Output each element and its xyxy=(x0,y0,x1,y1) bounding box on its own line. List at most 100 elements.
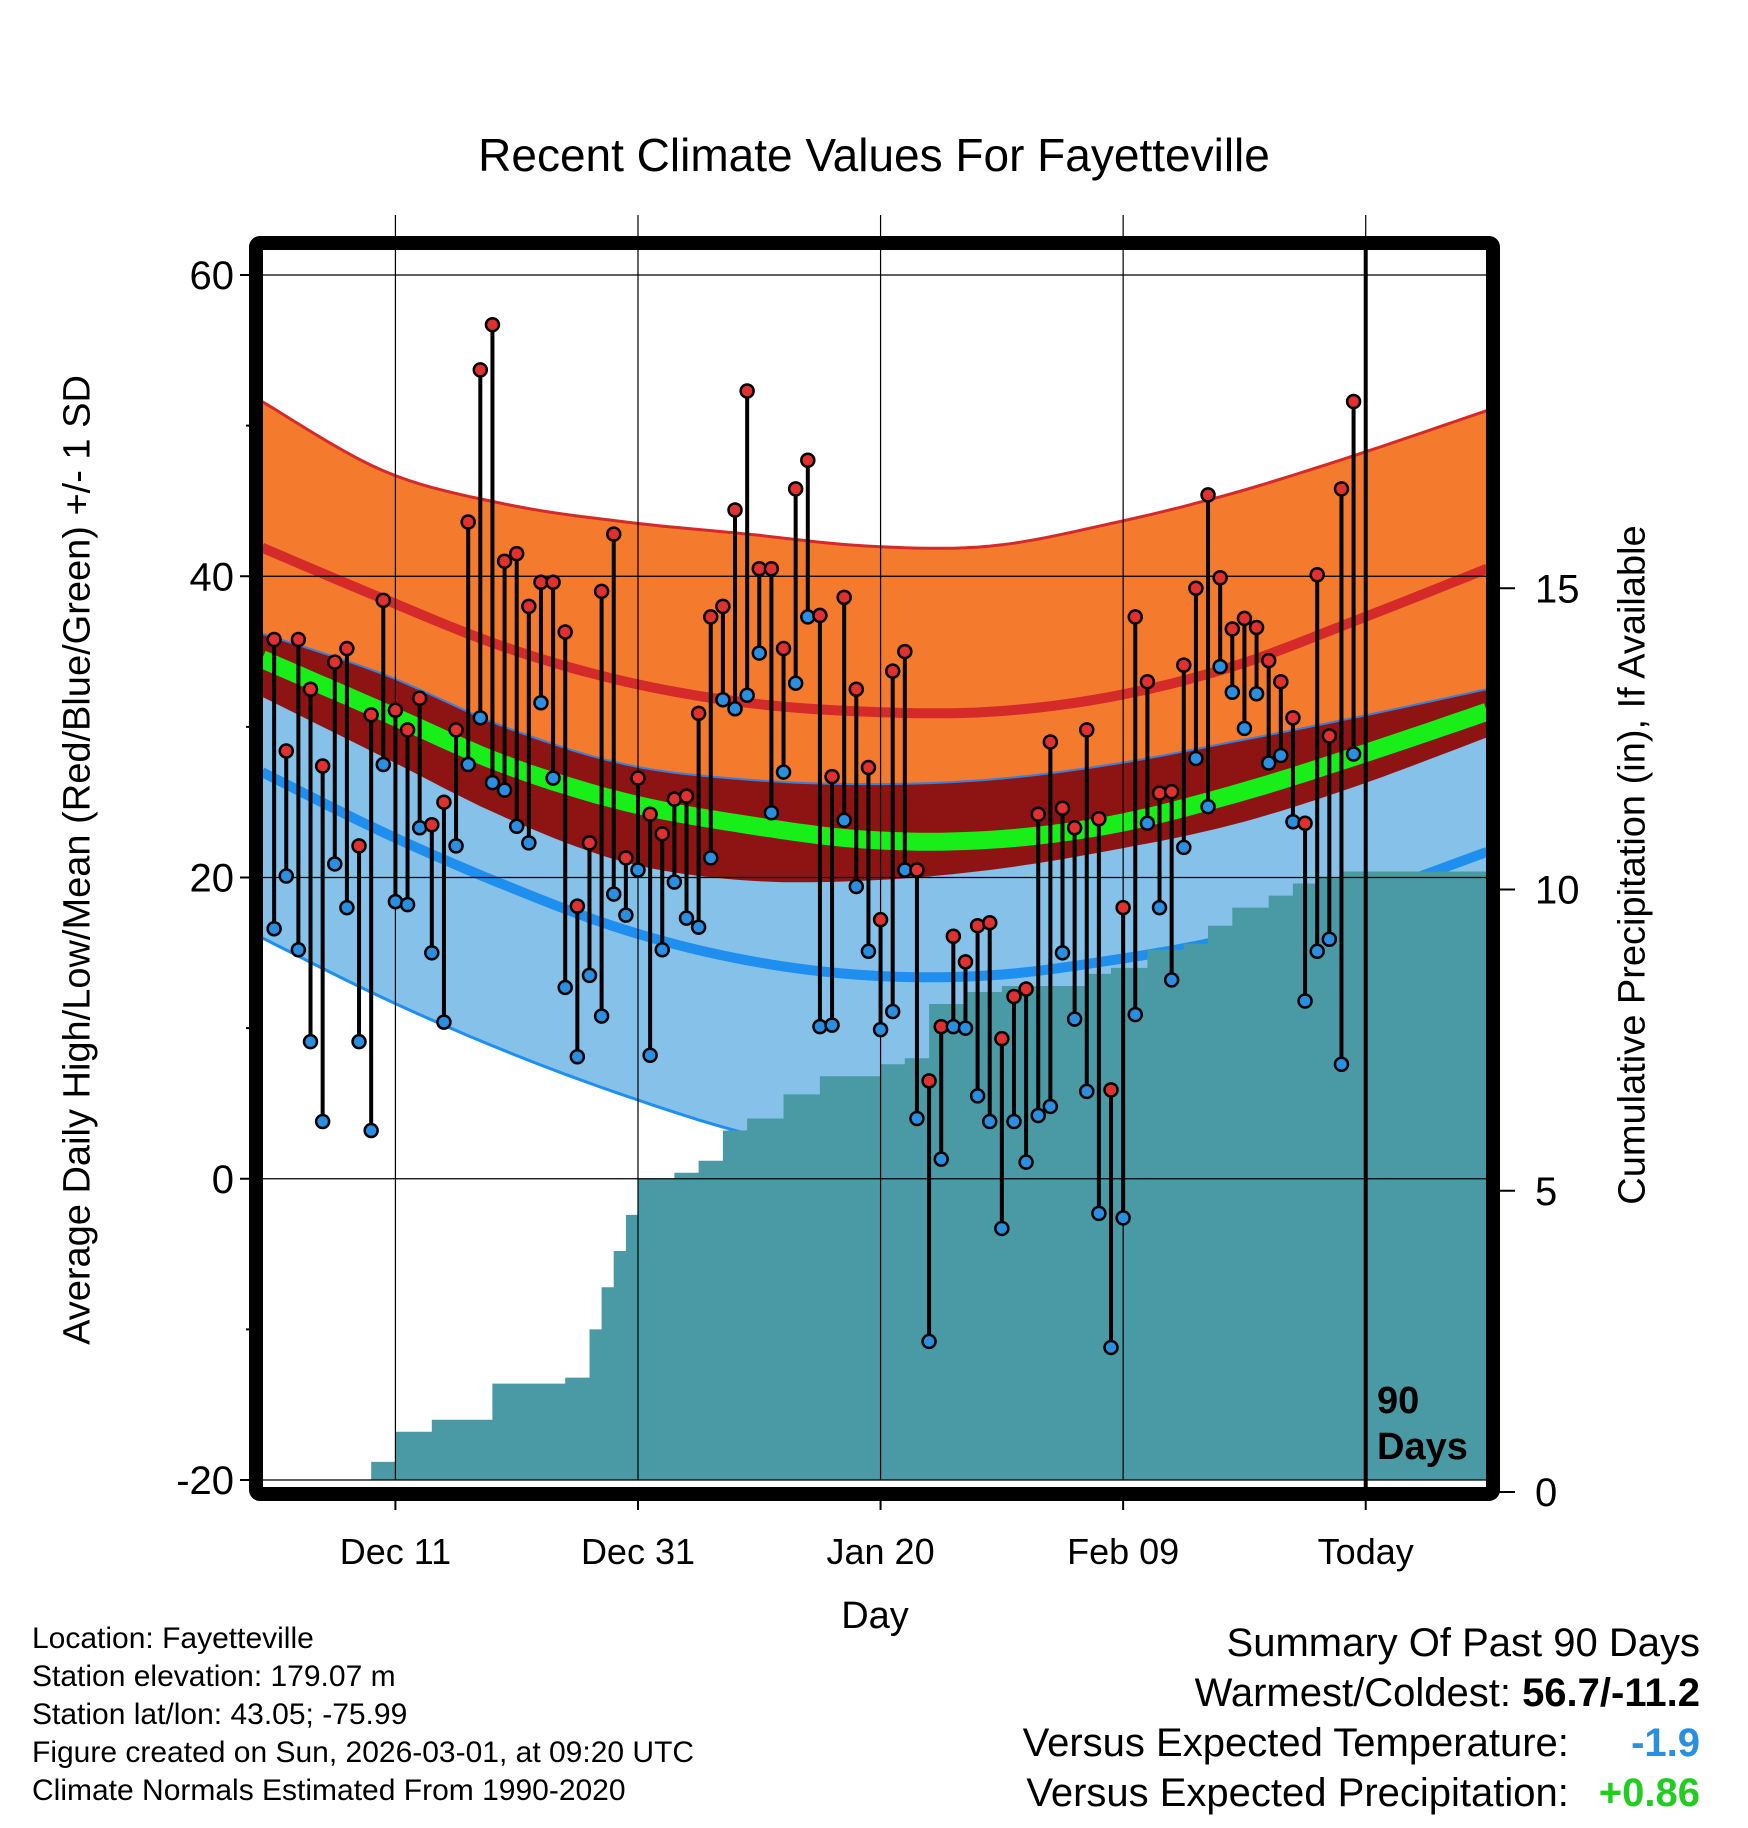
daily-low-point xyxy=(1103,1339,1119,1356)
daily-low-point xyxy=(1200,798,1216,815)
daily-high-point xyxy=(1139,673,1156,690)
daily-low-point xyxy=(424,945,440,961)
summary-title: Summary Of Past 90 Days xyxy=(1226,1621,1700,1665)
daily-high-point xyxy=(909,862,925,878)
daily-high-point xyxy=(1236,610,1253,627)
daily-low-point xyxy=(836,812,852,829)
daily-high-point xyxy=(994,1030,1010,1047)
y-left-tick-label: 60 xyxy=(190,254,235,298)
daily-high-point xyxy=(1054,800,1071,816)
daily-high-point xyxy=(1333,481,1350,497)
daily-low-point xyxy=(533,695,549,711)
daily-low-point xyxy=(1079,1083,1095,1100)
precip-departure-row: Versus Expected Precipitation: +0.86 xyxy=(1023,1768,1700,1818)
mean-sd-band xyxy=(262,633,1487,883)
daily-low-point xyxy=(1151,899,1168,916)
daily-low-point xyxy=(1345,746,1362,762)
daily-low-point xyxy=(994,1220,1010,1237)
daily-high-point xyxy=(460,514,476,530)
daily-low-point xyxy=(1115,1210,1131,1226)
chart-title: Recent Climate Values For Fayetteville xyxy=(478,129,1270,181)
daily-low-point xyxy=(848,878,865,895)
daily-low-point xyxy=(1321,931,1338,948)
daily-high-point xyxy=(1260,652,1277,669)
daily-high-point xyxy=(1115,899,1131,916)
daily-high-point xyxy=(314,758,331,774)
daily-low-point xyxy=(581,967,598,984)
daily-low-point xyxy=(763,804,780,821)
daily-high-point xyxy=(1200,487,1216,503)
temp-departure-label: Versus Expected Temperature: xyxy=(1022,1721,1569,1765)
daily-low-point xyxy=(715,692,731,708)
normal-high-line xyxy=(260,543,1489,719)
daily-low-point xyxy=(860,943,877,960)
daily-high-point xyxy=(1030,806,1046,822)
daily-high-point xyxy=(327,654,343,670)
daily-high-point xyxy=(812,607,828,624)
daily-high-point xyxy=(436,794,452,810)
daily-low-point xyxy=(1273,747,1289,764)
daily-low-point xyxy=(448,838,464,854)
daily-high-point xyxy=(654,826,670,842)
daily-high-point xyxy=(1248,619,1265,636)
daily-low-point xyxy=(1163,972,1180,988)
daily-low-point xyxy=(678,910,695,926)
daily-high-point xyxy=(1018,981,1034,997)
created-text: Figure created on Sun, 2026-03-01, at 09… xyxy=(32,1736,695,1769)
daily-low-point xyxy=(1127,1006,1144,1023)
elevation-text: Station elevation: 179.07 m xyxy=(32,1660,396,1693)
daily-high-point xyxy=(921,1073,937,1089)
daily-low-point xyxy=(884,1003,901,1020)
daily-high-point xyxy=(375,592,392,609)
daily-high-point xyxy=(981,914,998,931)
warmest-coldest-row: Warmest/Coldest: 56.7/-11.2 xyxy=(1023,1668,1700,1718)
daily-high-point xyxy=(496,553,513,569)
daily-low-point xyxy=(739,687,755,703)
daily-high-point xyxy=(1163,783,1180,800)
x-tick-label: Dec 11 xyxy=(340,1531,451,1572)
cumulative-precip-area xyxy=(262,871,1487,1480)
daily-high-point xyxy=(800,452,816,469)
plot-border xyxy=(249,236,1500,1501)
daily-high-point xyxy=(1285,710,1301,726)
daily-low-point xyxy=(727,701,743,717)
daily-high-point xyxy=(266,631,282,648)
daily-low-point xyxy=(921,1333,937,1350)
temp-departure-value: -1.9 xyxy=(1631,1721,1700,1765)
daily-low-point xyxy=(703,850,719,866)
daily-high-point xyxy=(1042,734,1059,750)
daily-high-point xyxy=(678,788,695,804)
daily-low-point xyxy=(436,1014,452,1030)
daily-high-point xyxy=(278,743,295,759)
daily-high-point xyxy=(824,768,840,785)
y-left-tick-label: 20 xyxy=(190,857,235,901)
station-info: Location: Fayetteville Station elevation… xyxy=(32,1620,694,1810)
plot-frame xyxy=(249,236,1500,1501)
daily-low-point xyxy=(933,1151,949,1167)
daily-high-point xyxy=(424,817,440,833)
daily-high-point xyxy=(1321,728,1338,744)
daily-low-point xyxy=(1212,658,1228,675)
daily-low-point xyxy=(909,1110,925,1127)
daily-high-point xyxy=(290,631,307,648)
daily-low-point xyxy=(1236,720,1253,737)
daily-low-point xyxy=(521,835,537,851)
daily-high-point xyxy=(472,362,489,378)
x-axis-label: Day xyxy=(841,1595,909,1637)
daily-high-point xyxy=(339,640,355,657)
axis-ticks: -20 0 20 40 60 0 5 10 15 Dec 11 Dec 31 Jan 20 Feb 09… xyxy=(176,254,1579,1572)
daily-low-point xyxy=(278,868,295,884)
daily-high-point xyxy=(1297,815,1313,832)
daily-high-point xyxy=(387,702,404,719)
daily-low-point xyxy=(1188,750,1204,767)
daily-high-point xyxy=(1345,393,1362,410)
daily-high-point xyxy=(775,640,792,657)
daily-high-point xyxy=(739,383,755,399)
daily-high-point xyxy=(945,928,962,944)
daily-low-point xyxy=(339,899,355,916)
daily-low-point xyxy=(363,1122,379,1139)
daily-points xyxy=(266,316,1362,1356)
daily-low-point xyxy=(1309,943,1325,960)
daily-low-point xyxy=(642,1047,658,1063)
